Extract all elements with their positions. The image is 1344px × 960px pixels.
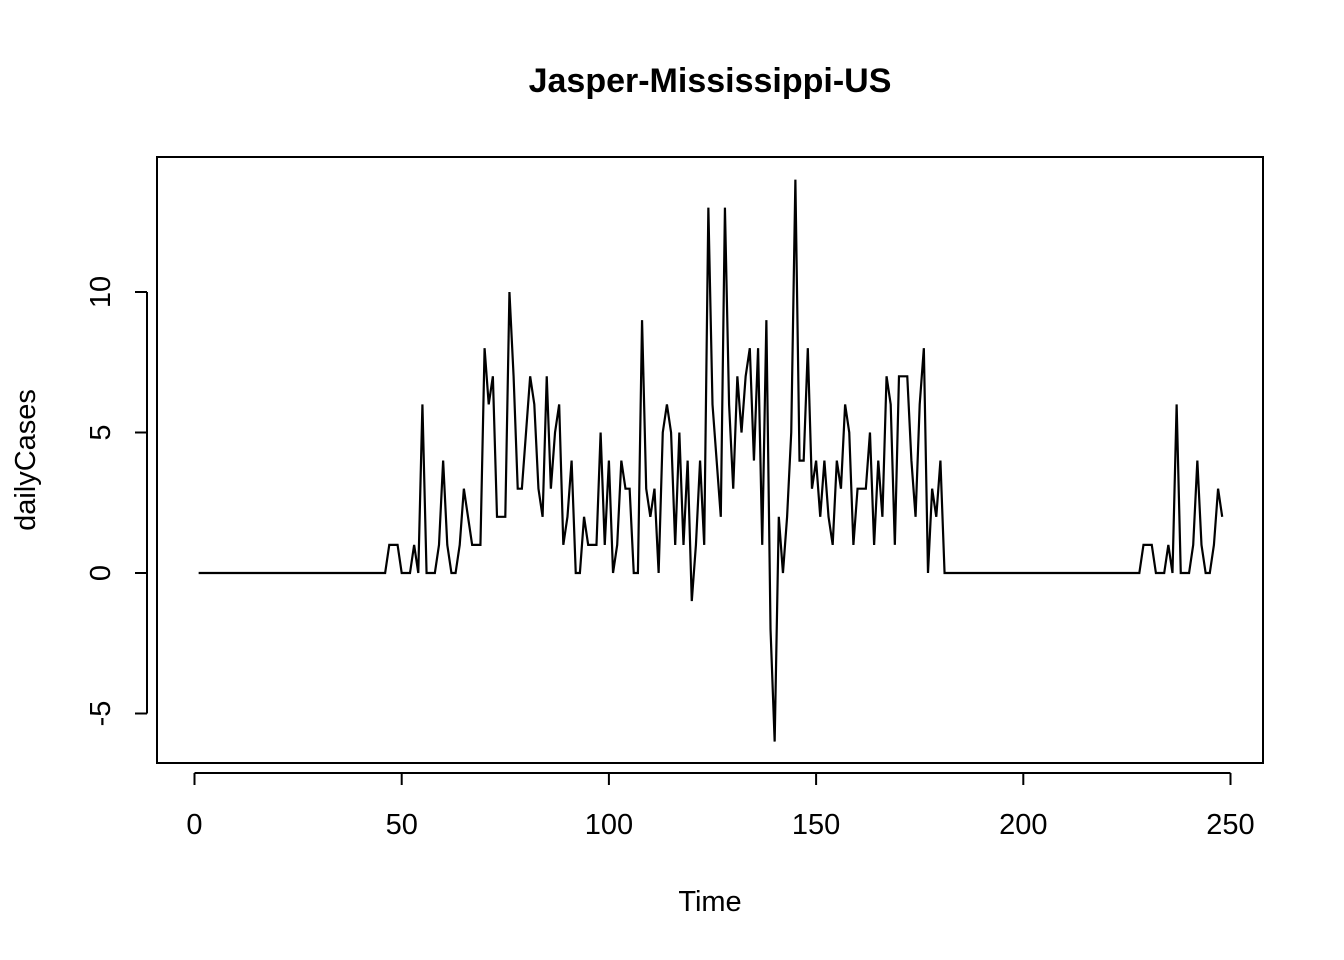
series-line bbox=[198, 179, 1224, 742]
x-tick-label: 0 bbox=[186, 809, 202, 841]
y-tick-label: 10 bbox=[85, 276, 117, 308]
x-tick-label: 250 bbox=[1206, 809, 1254, 841]
x-tick-label: 200 bbox=[999, 809, 1047, 841]
y-tick-label: -5 bbox=[85, 701, 117, 727]
y-axis: -5 0 5 10 bbox=[85, 276, 148, 727]
y-axis-title: dailyCases bbox=[10, 389, 42, 531]
x-axis-title: Time bbox=[678, 886, 741, 918]
y-tick-label: 5 bbox=[85, 424, 117, 440]
y-tick-label: 0 bbox=[85, 565, 117, 581]
x-tick-label: 50 bbox=[386, 809, 418, 841]
x-tick-label: 100 bbox=[585, 809, 633, 841]
x-axis: 0 50 100 150 200 250 bbox=[186, 772, 1255, 841]
x-tick-label: 150 bbox=[792, 809, 840, 841]
plot-frame bbox=[156, 156, 1264, 764]
chart-title: Jasper-Mississippi-US bbox=[529, 62, 892, 100]
